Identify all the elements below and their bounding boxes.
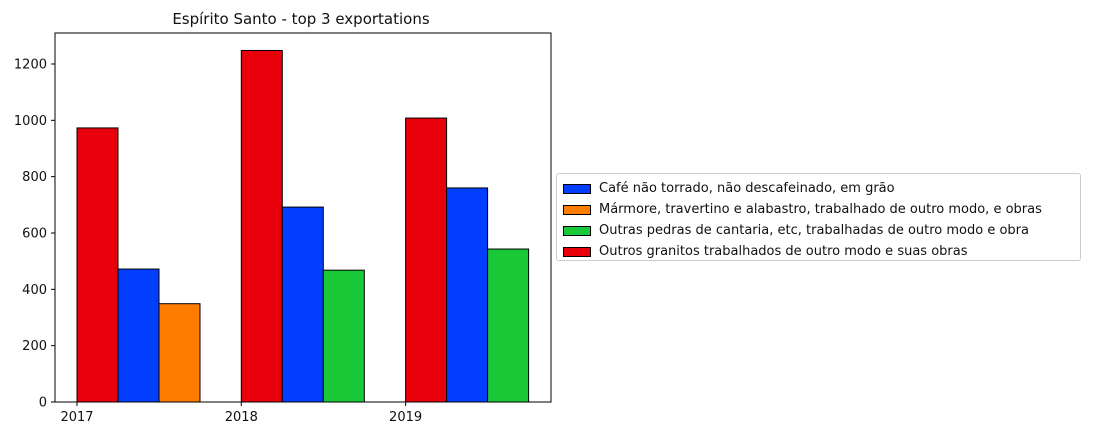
chart-title: Espírito Santo - top 3 exportations [172,10,430,28]
x-tick-label: 2019 [389,410,422,425]
bar-2019-series-0 [446,187,489,403]
legend-label: Outras pedras de cantaria, etc, trabalha… [599,223,1029,238]
plot-frame [54,32,552,403]
legend-swatch [563,246,591,257]
bar-2018-series-0 [281,206,324,403]
bar-2017-series-3 [76,127,119,403]
y-tick-label: 600 [22,226,47,241]
bar-2019-series-3 [405,117,448,403]
bar-2018-series-3 [240,49,283,403]
bar-2018-series-2 [322,269,365,403]
legend-swatch [563,183,591,194]
y-tick-label: 400 [22,283,47,298]
legend-label: Café não torrado, não descafeinado, em g… [599,181,895,196]
legend-item: Outras pedras de cantaria, etc, trabalha… [563,220,1080,241]
x-axis-ticks: 2017 2018 2019 [60,402,422,425]
legend-label: Outros granitos trabalhados de outro mod… [599,244,968,259]
bar-chart: Espírito Santo - top 3 exportations 0 200… [14,10,552,425]
bar-2017-series-0 [117,268,160,403]
y-tick-label: 1000 [14,114,47,129]
x-tick-label: 2018 [225,410,258,425]
y-tick-label: 200 [22,339,47,354]
legend-swatch [563,225,591,236]
chart-legend: Café não torrado, não descafeinado, em g… [556,173,1081,261]
legend-item: Mármore, travertino e alabastro, trabalh… [563,199,1080,220]
legend-swatch [563,204,591,215]
y-tick-label: 1200 [14,57,47,72]
bar-2017-series-1 [158,303,201,403]
legend-item: Café não torrado, não descafeinado, em g… [563,178,1080,199]
legend-label: Mármore, travertino e alabastro, trabalh… [599,202,1042,217]
y-tick-label: 0 [39,396,47,411]
x-tick-label: 2017 [60,410,93,425]
y-axis-ticks: 0 200 400 600 800 1000 1200 [14,57,55,411]
bars-group [76,49,530,403]
legend-item: Outros granitos trabalhados de outro mod… [563,241,1080,262]
bar-2019-series-2 [487,248,530,403]
y-tick-label: 800 [22,170,47,185]
